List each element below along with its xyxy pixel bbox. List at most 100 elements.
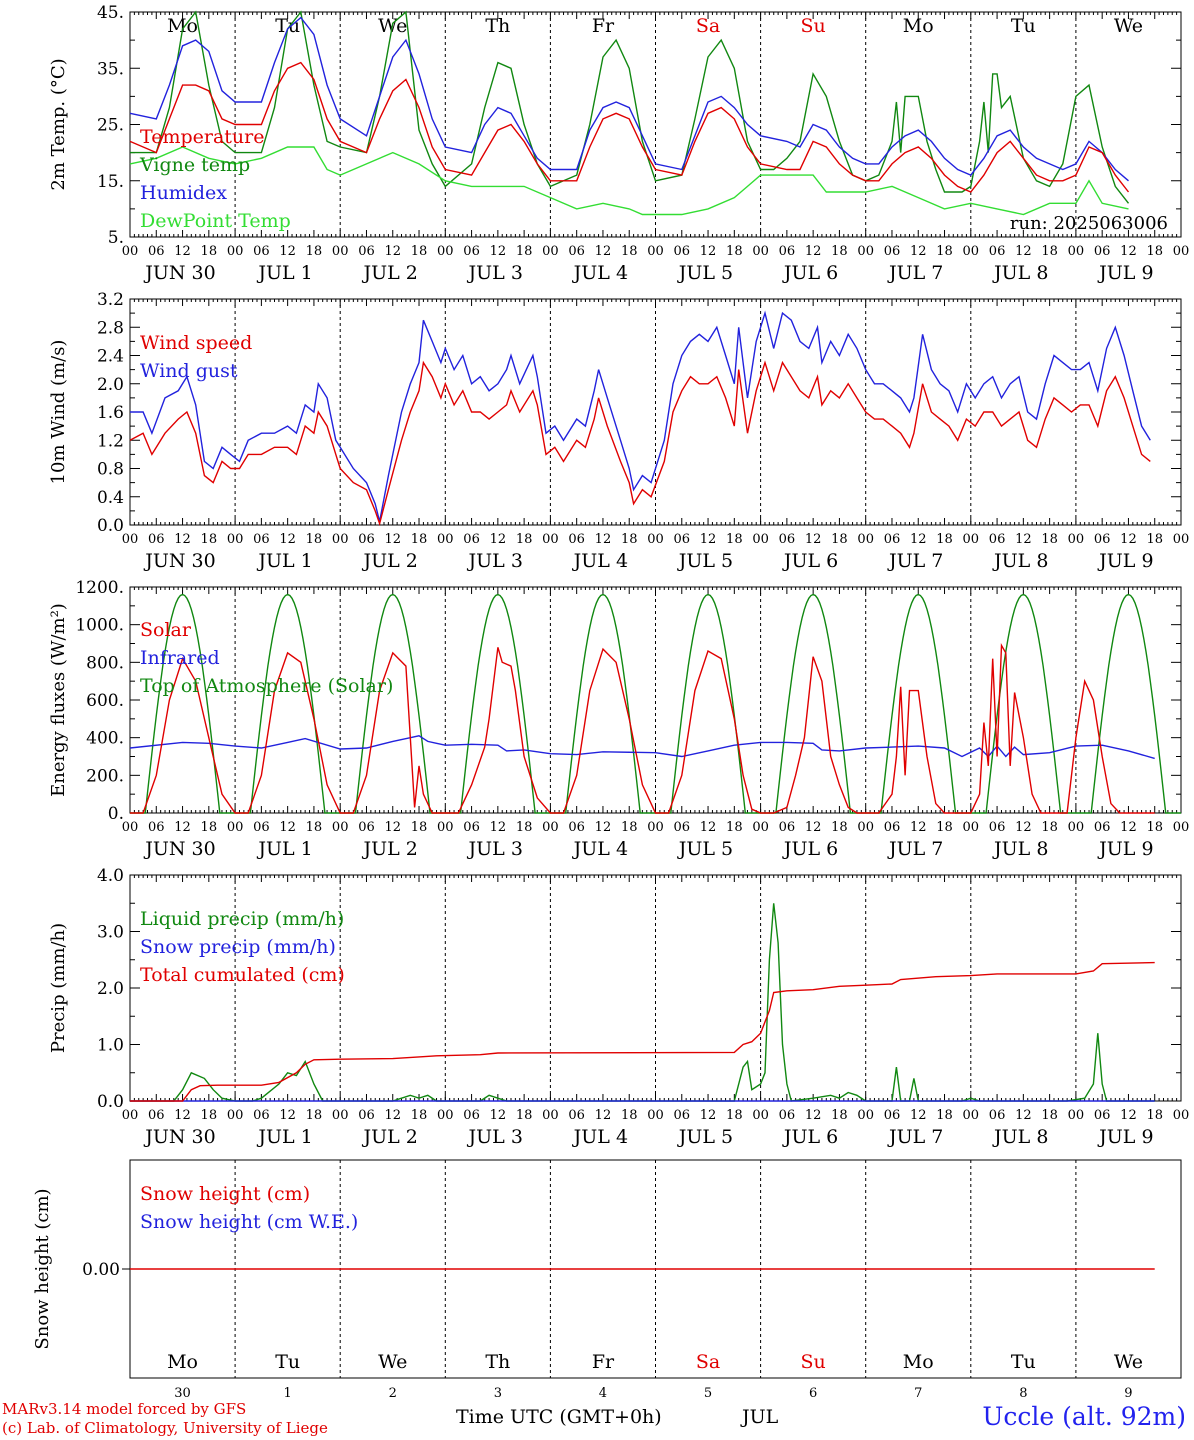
hour-tick-label: 00 [647, 820, 664, 835]
y-axis-label: Snow height (cm) [32, 1188, 53, 1349]
series-wind-speed [129, 360, 1151, 527]
hour-tick-label: 00 [437, 244, 454, 259]
model-credit: MARv3.14 model forced by GFS [2, 1400, 247, 1418]
date-label: JUL 1 [256, 1126, 312, 1148]
legend-entry: Wind speed [140, 332, 252, 354]
hour-tick-label: 06 [148, 820, 165, 835]
hour-tick-label: 12 [490, 244, 507, 259]
day-of-week-label: Su [801, 1351, 826, 1373]
hour-tick-label: 06 [568, 820, 585, 835]
day-of-week-label: We [378, 1351, 407, 1373]
day-of-week-label: Fr [592, 15, 615, 37]
hour-tick-label: 06 [779, 1108, 796, 1123]
hour-tick-label: 18 [621, 244, 638, 259]
legend-entry: Snow height (cm) [140, 1183, 310, 1205]
legend-entry: Wind gust [140, 360, 238, 382]
y-tick-label: 2.0 [97, 979, 124, 999]
y-tick-label: 2.0 [97, 375, 124, 395]
date-label: JUL 6 [782, 262, 838, 284]
date-label: JUN 30 [143, 550, 215, 572]
hour-tick-label: 12 [279, 532, 296, 547]
day-number-label: 3 [494, 1386, 502, 1401]
hour-tick-label: 00 [1068, 820, 1085, 835]
hour-tick-label: 12 [384, 532, 401, 547]
series-liquid-precip-mm-h- [130, 903, 1155, 1102]
hour-tick-label: 06 [253, 1108, 270, 1123]
hour-tick-label: 12 [1015, 1108, 1032, 1123]
date-label: JUL 8 [992, 262, 1048, 284]
date-label: JUN 30 [143, 262, 215, 284]
hour-tick-label: 12 [1120, 244, 1137, 259]
hour-tick-label: 06 [674, 532, 691, 547]
day-number-label: 1 [284, 1386, 292, 1401]
y-tick-label: 4.0 [97, 866, 124, 886]
hour-tick-label: 12 [910, 1108, 927, 1123]
hour-tick-label: 00 [227, 1108, 244, 1123]
hour-tick-label: 06 [253, 244, 270, 259]
hour-tick-label: 12 [805, 532, 822, 547]
hour-tick-label: 00 [542, 820, 559, 835]
hour-tick-label: 18 [1041, 532, 1058, 547]
hour-tick-label: 18 [201, 1108, 218, 1123]
hour-tick-label: 00 [437, 820, 454, 835]
panel-frame [129, 11, 1182, 238]
legend-entry: Snow precip (mm/h) [140, 936, 336, 958]
date-label: JUL 9 [1097, 550, 1153, 572]
day-number-label: 4 [599, 1386, 607, 1401]
date-label: JUL 8 [992, 550, 1048, 572]
hour-tick-label: 00 [227, 244, 244, 259]
date-label: JUL 9 [1097, 1126, 1153, 1148]
y-tick-label: 3.0 [97, 923, 124, 943]
hour-tick-label: 18 [516, 244, 533, 259]
legend-entry: Humidex [140, 182, 227, 204]
hour-tick-label: 00 [437, 532, 454, 547]
hour-tick-label: 18 [306, 244, 323, 259]
date-label: JUL 5 [677, 838, 733, 860]
hour-tick-label: 18 [936, 820, 953, 835]
y-tick-label: 0.0 [97, 516, 124, 536]
hour-tick-label: 12 [595, 244, 612, 259]
date-label: JUL 7 [887, 838, 943, 860]
hour-tick-label: 06 [884, 820, 901, 835]
hour-tick-label: 12 [490, 532, 507, 547]
hour-tick-label: 06 [253, 820, 270, 835]
date-label: JUL 1 [256, 550, 312, 572]
hour-tick-label: 18 [201, 820, 218, 835]
y-axis-label: 10m Wind (m/s) [48, 340, 69, 485]
hour-tick-label: 18 [726, 820, 743, 835]
y-axis-label: Precip (mm/h) [48, 923, 69, 1053]
hour-tick-label: 00 [647, 532, 664, 547]
day-of-week-label: Th [485, 1351, 510, 1373]
hour-tick-label: 06 [1094, 244, 1111, 259]
panel-5: 0.00 Mo 30 Tu 1 We 2 Th 3 Fr 4 Sa 5 Su 6 Mo 7 Tu 8 We 9 Snow … [32, 1159, 1182, 1401]
hour-tick-label: 18 [1041, 1108, 1058, 1123]
y-tick-label: 35. [97, 59, 124, 79]
date-label: JUL 7 [887, 550, 943, 572]
hour-tick-label: 00 [963, 244, 980, 259]
hour-tick-label: 00 [963, 820, 980, 835]
hour-tick-label: 18 [936, 1108, 953, 1123]
date-label: JUL 9 [1097, 838, 1153, 860]
date-label: JUL 5 [677, 262, 733, 284]
hour-tick-label: 06 [674, 1108, 691, 1123]
hour-tick-label: 00 [1068, 244, 1085, 259]
day-of-week-label: We [1114, 15, 1143, 37]
y-axis-label: 2m Temp. (°C) [48, 58, 69, 190]
hour-tick-label: 06 [463, 532, 480, 547]
series-dewpoint-temp [129, 146, 1129, 216]
lab-credit: (c) Lab. of Climatology, University of L… [2, 1419, 328, 1437]
day-of-week-label: Mo [167, 15, 198, 37]
hour-tick-label: 18 [1146, 820, 1163, 835]
hour-tick-label: 12 [174, 1108, 191, 1123]
hour-tick-label: 06 [358, 532, 375, 547]
hour-tick-label: 12 [910, 532, 927, 547]
y-tick-label: 1.6 [97, 403, 124, 423]
hour-tick-label: 00 [752, 1108, 769, 1123]
hour-tick-label: 18 [936, 244, 953, 259]
y-tick-label: 600. [86, 691, 124, 711]
day-number-label: 5 [704, 1386, 712, 1401]
y-tick-label: 1200. [75, 578, 124, 598]
date-label: JUL 3 [467, 838, 523, 860]
time-axis-label: Time UTC (GMT+0h) [456, 1406, 662, 1428]
